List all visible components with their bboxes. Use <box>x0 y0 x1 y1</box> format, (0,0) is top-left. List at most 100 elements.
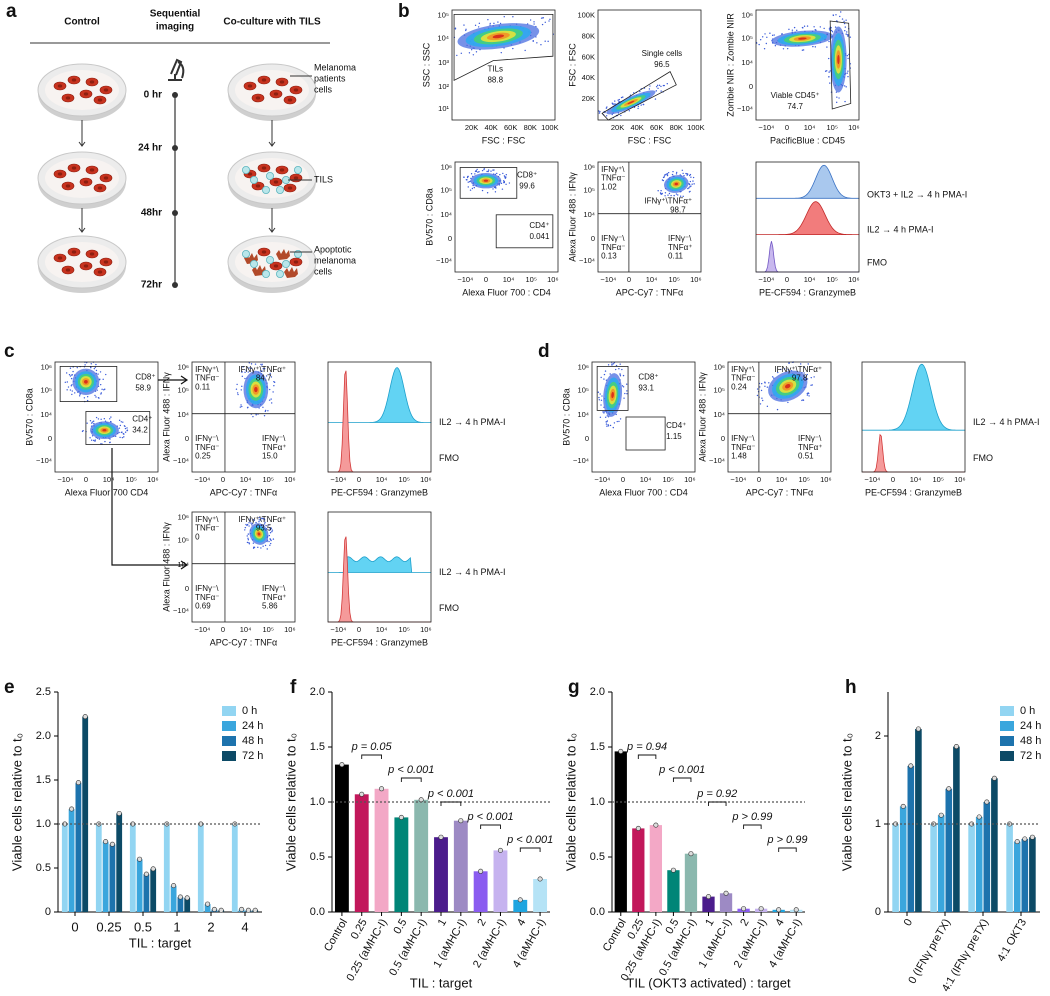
label: p < 0.001 <box>506 834 553 846</box>
event <box>598 396 600 399</box>
event <box>69 375 72 377</box>
event <box>600 376 602 379</box>
event <box>478 22 481 25</box>
bar-marker <box>537 876 543 882</box>
event <box>801 399 803 402</box>
bar <box>434 837 448 912</box>
density <box>627 100 635 105</box>
event <box>71 393 73 396</box>
bar-marker <box>359 791 365 797</box>
til <box>249 175 258 184</box>
label: TIL : target <box>410 975 473 990</box>
label: 10⁴ <box>437 34 449 43</box>
event <box>273 380 275 383</box>
bar <box>102 841 109 912</box>
event <box>99 383 102 386</box>
label: −10⁴ <box>173 606 189 615</box>
label: imaging <box>156 22 194 33</box>
label: TILS <box>314 174 333 184</box>
event <box>486 170 488 173</box>
event <box>616 420 618 423</box>
label: p < 0.001 <box>387 764 434 776</box>
event <box>642 103 644 106</box>
label: FMO <box>439 453 459 463</box>
event <box>835 14 837 16</box>
bar-marker <box>398 814 404 820</box>
event <box>264 409 267 412</box>
label: TIL (OKT3 activated) : target <box>626 975 791 990</box>
label: 10⁵ <box>438 10 449 19</box>
event <box>247 539 250 541</box>
event <box>782 48 785 50</box>
event <box>615 413 617 416</box>
event <box>657 87 659 90</box>
label: 10⁴ <box>40 410 52 419</box>
event <box>606 425 608 427</box>
event <box>271 530 273 533</box>
bar-marker <box>908 763 914 769</box>
event <box>801 49 804 51</box>
event <box>505 183 507 186</box>
label: −10⁴ <box>864 475 880 484</box>
event <box>504 177 507 179</box>
label: FSC : FSC <box>567 43 577 87</box>
event <box>90 422 93 424</box>
label: IL2 → 4 h PMA-I <box>973 417 1040 427</box>
label: Viable cells relative to t₀ <box>283 733 298 871</box>
event <box>253 546 255 548</box>
bar <box>177 897 184 912</box>
event <box>248 522 250 524</box>
event <box>71 390 73 392</box>
label: Alexa Fluor 700 : CD4 <box>462 287 551 297</box>
event <box>272 391 274 393</box>
bar <box>374 788 389 912</box>
event <box>810 384 812 386</box>
bar-marker <box>688 851 694 857</box>
event <box>781 33 783 35</box>
event <box>239 406 242 408</box>
label: −10⁴ <box>758 123 774 132</box>
label: 80K <box>524 123 537 132</box>
event <box>660 85 662 88</box>
event <box>241 385 243 388</box>
label: 0 <box>221 475 225 484</box>
event <box>619 418 622 420</box>
event <box>828 71 830 73</box>
event <box>766 36 768 39</box>
bracket <box>400 777 422 782</box>
event <box>76 366 78 369</box>
event <box>120 421 122 423</box>
event <box>101 388 103 390</box>
label: IFNγ⁻\ <box>601 234 625 243</box>
legend-swatch <box>222 721 236 731</box>
event <box>270 542 272 545</box>
label: SSC : SSC <box>421 42 431 87</box>
event <box>247 533 250 535</box>
event <box>756 388 759 390</box>
label: b <box>398 1 410 22</box>
label: 10⁴ <box>577 410 589 419</box>
label: 10⁴ <box>103 475 115 484</box>
event <box>685 172 687 175</box>
event <box>847 75 849 78</box>
label: 2.0 <box>590 686 605 698</box>
event <box>791 29 794 31</box>
event <box>90 363 92 365</box>
label: IFNγ⁺\TNFα⁺ <box>238 365 286 374</box>
label: 10⁶ <box>441 162 452 171</box>
label: 20K <box>582 94 595 103</box>
bar <box>892 824 899 912</box>
label: 0.5 <box>134 919 152 934</box>
event <box>662 176 665 179</box>
label: 0 <box>48 434 52 443</box>
event <box>261 365 263 367</box>
event <box>689 180 692 183</box>
event <box>786 47 789 50</box>
event <box>249 518 251 520</box>
label: 0 <box>902 917 915 928</box>
label: PE-CF594 : GranzymeB <box>865 487 962 497</box>
bar <box>983 802 991 912</box>
label: IFNγ⁺\TNFα⁺ <box>644 197 692 206</box>
event <box>471 187 474 190</box>
